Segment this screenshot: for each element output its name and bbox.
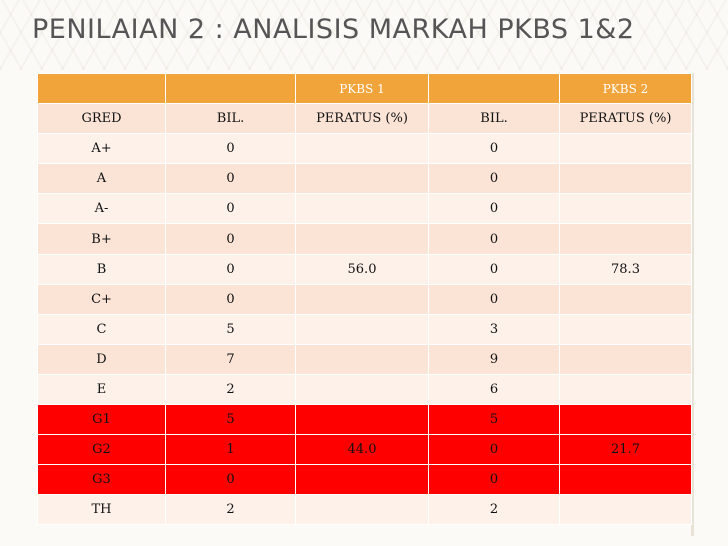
table-cell: [295, 283, 429, 315]
table-cell: [559, 343, 692, 375]
table-cell: 9: [428, 343, 560, 375]
table-cell: [295, 193, 429, 225]
table-cell: A-: [37, 193, 166, 225]
table-cell: [295, 343, 429, 375]
table-cell: 2: [428, 494, 560, 526]
table-cell: [295, 464, 429, 496]
table-cell: [559, 283, 692, 315]
table-cell: 0: [428, 283, 560, 315]
table-cell: 2: [165, 494, 296, 526]
table-column-header-row: GRED BIL. PERATUS (%) BIL. PERATUS (%): [37, 103, 692, 135]
table-cell: [559, 193, 692, 225]
table-cell: G2: [37, 434, 166, 466]
column-header-peratus-1: PERATUS (%): [295, 103, 429, 135]
table-cell: 0: [428, 434, 560, 466]
top-header-cell: [37, 72, 166, 105]
column-header-bil-1: BIL.: [165, 103, 296, 135]
table-cell: A+: [37, 133, 166, 165]
table-cell: 0: [428, 223, 560, 255]
grade-analysis-table: PKBS 1 PKBS 2 GRED BIL. PERATUS (%) BIL.…: [37, 72, 692, 526]
table-cell: 0: [428, 133, 560, 165]
table-row: G1 5 5: [37, 404, 692, 436]
table-cell: 1: [165, 434, 296, 466]
table-cell: 0: [165, 193, 296, 225]
table-row: G2 1 44.0 0 21.7: [37, 434, 692, 466]
table-row: TH 2 2: [37, 494, 692, 526]
table-cell: 0: [428, 193, 560, 225]
table-cell: 6: [428, 373, 560, 406]
table-cell: 0: [165, 283, 296, 315]
table-cell: [559, 404, 692, 436]
top-header-pkbs2: PKBS 2: [559, 72, 692, 105]
table-row: C+ 0 0: [37, 283, 692, 315]
table-cell: 5: [165, 404, 296, 436]
top-header-cell: [165, 72, 296, 105]
table-cell: [295, 313, 429, 345]
table-cell: [295, 494, 429, 526]
table-cell: C: [37, 313, 166, 345]
table-cell: C+: [37, 283, 166, 315]
table-row: A+ 0 0: [37, 133, 692, 165]
table-cell: G1: [37, 404, 166, 436]
table-cell: 0: [165, 464, 296, 496]
slide-title: PENILAIAN 2 : ANALISIS MARKAH PKBS 1&2: [32, 14, 635, 45]
table-row: G3 0 0: [37, 464, 692, 496]
column-header-gred: GRED: [37, 103, 166, 135]
table-cell: [295, 163, 429, 195]
table-cell: [559, 464, 692, 496]
table-cell: E: [37, 373, 166, 406]
table-cell: [295, 404, 429, 436]
table-cell: [295, 373, 429, 406]
table-cell: [559, 313, 692, 345]
table-cell: [295, 133, 429, 165]
table-cell: 0: [165, 223, 296, 255]
table-cell: 0: [428, 163, 560, 195]
table-cell: B+: [37, 223, 166, 255]
table-cell: TH: [37, 494, 166, 526]
table-cell: [559, 223, 692, 255]
table-cell: [559, 163, 692, 195]
table-cell: 78.3: [559, 253, 692, 285]
table-cell: 0: [428, 253, 560, 285]
table-cell: 5: [165, 313, 296, 345]
table-cell: 7: [165, 343, 296, 375]
table-cell: 0: [165, 133, 296, 165]
table-cell: [559, 133, 692, 165]
top-header-cell: [428, 72, 560, 105]
table-row: B 0 56.0 0 78.3: [37, 253, 692, 285]
table-cell: 44.0: [295, 434, 429, 466]
table-top-header-row: PKBS 1 PKBS 2: [37, 72, 692, 105]
top-header-pkbs1: PKBS 1: [295, 72, 429, 105]
table-cell: 0: [165, 253, 296, 285]
table-cell: 2: [165, 373, 296, 406]
table-cell: 56.0: [295, 253, 429, 285]
table-cell: G3: [37, 464, 166, 496]
column-header-peratus-2: PERATUS (%): [559, 103, 692, 135]
table-cell: 0: [428, 464, 560, 496]
column-header-bil-2: BIL.: [428, 103, 560, 135]
table-cell: [559, 373, 692, 406]
table-row: A- 0 0: [37, 193, 692, 225]
table-cell: [295, 223, 429, 255]
table-cell: 0: [165, 163, 296, 195]
table-shadow: [691, 73, 694, 536]
table-cell: 21.7: [559, 434, 692, 466]
header-pattern: [0, 0, 728, 70]
table-cell: 3: [428, 313, 560, 345]
table-cell: [559, 494, 692, 526]
table-cell: 5: [428, 404, 560, 436]
table-cell: B: [37, 253, 166, 285]
table-cell: D: [37, 343, 166, 375]
table-row: B+ 0 0: [37, 223, 692, 255]
table-cell: A: [37, 163, 166, 195]
